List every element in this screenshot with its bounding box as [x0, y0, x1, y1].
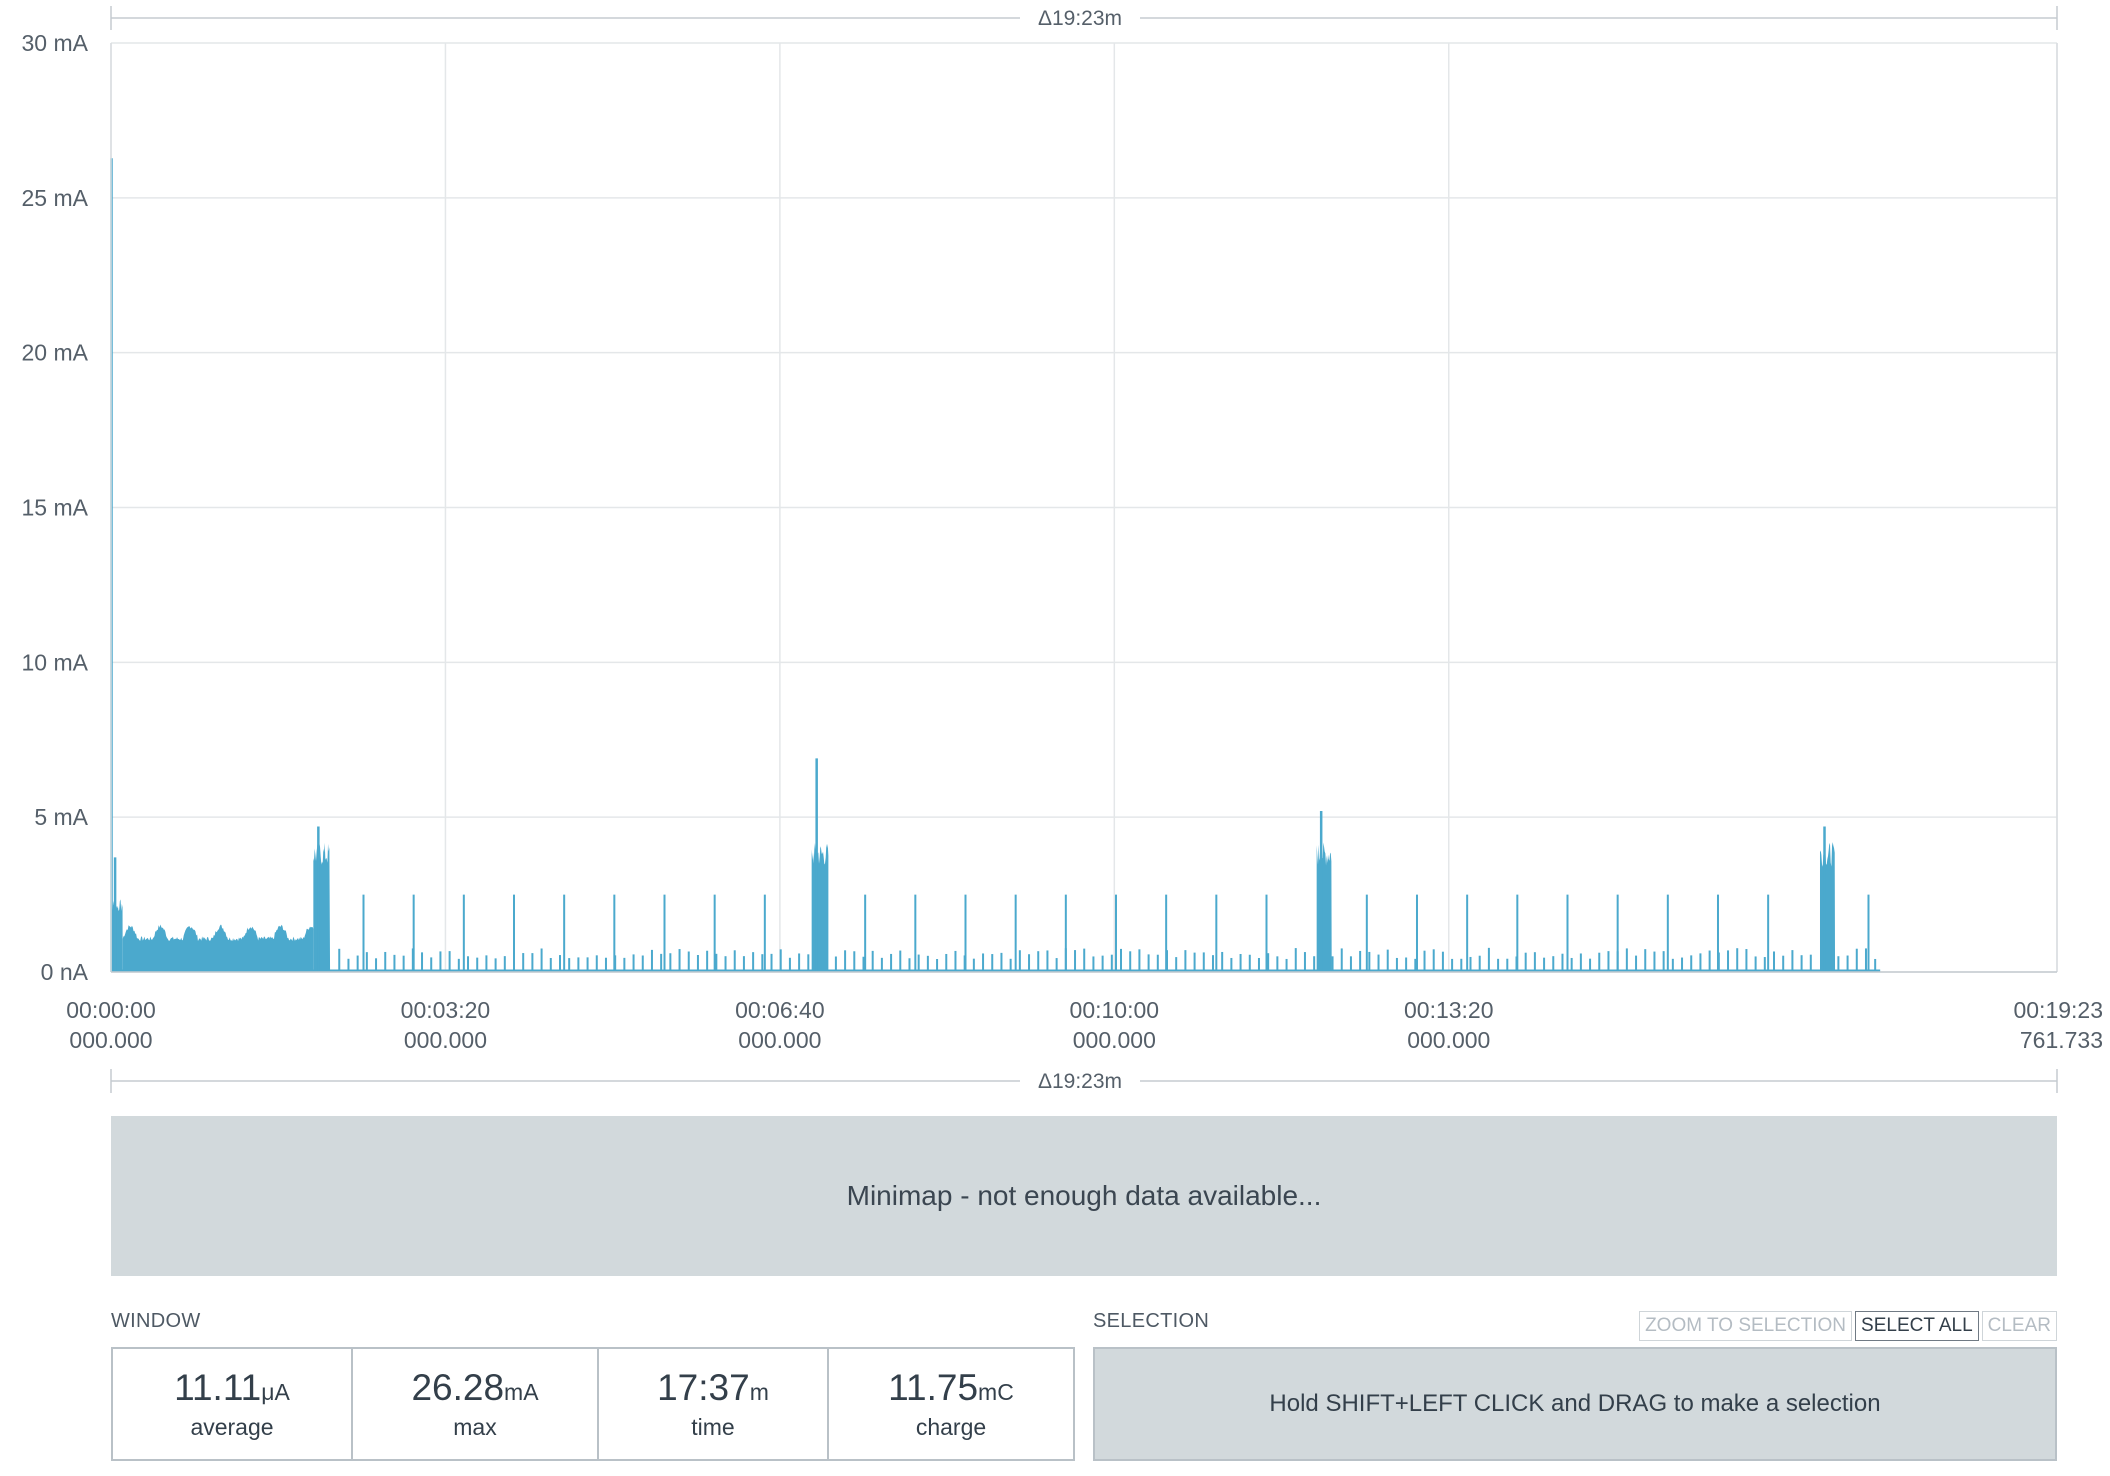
- chart-axes: 0 nA 5 mA 10 mA 15 mA 20 mA 25 mA 30 mA 00:00:0…: [22, 6, 2103, 1093]
- stat-time-label: time: [691, 1413, 735, 1440]
- y-tick-label: 30 mA: [22, 30, 89, 56]
- stat-max: 26.28mA max: [353, 1349, 599, 1459]
- y-tick-label: 5 mA: [34, 804, 88, 830]
- burst-region: [1316, 842, 1332, 972]
- stat-average: 11.11μA average: [113, 1349, 353, 1459]
- y-tick-label: 15 mA: [22, 495, 89, 521]
- stat-max-value: 26.28mA: [411, 1367, 539, 1409]
- selection-hint: Hold SHIFT+LEFT CLICK and DRAG to make a…: [1269, 1390, 1881, 1417]
- x-tick-time: 00:06:40: [735, 997, 825, 1023]
- x-tick-ms: 000.000: [738, 1027, 821, 1053]
- burst-region: [111, 898, 123, 972]
- x-tick-ms: 000.000: [1073, 1027, 1156, 1053]
- delta-label: Δ19:23m: [1038, 1070, 1122, 1093]
- selection-label: SELECTION: [1093, 1310, 1210, 1332]
- current-trace: [110, 158, 1881, 972]
- burst-region: [1819, 842, 1836, 972]
- delta-label: Δ19:23m: [1038, 7, 1122, 30]
- y-tick-label: 10 mA: [22, 649, 89, 675]
- x-tick-time: 00:10:00: [1070, 997, 1160, 1023]
- x-tick-ms: 761.733: [2020, 1027, 2103, 1053]
- stat-time-value: 17:37m: [657, 1367, 769, 1409]
- stat-charge-value: 11.75mC: [888, 1367, 1014, 1409]
- x-tick-ms: 000.000: [69, 1027, 152, 1053]
- stat-charge-label: charge: [915, 1413, 987, 1440]
- zoom-to-selection-button[interactable]: ZOOM TO SELECTION: [1639, 1311, 1853, 1341]
- y-tick-label: 20 mA: [22, 340, 89, 366]
- x-tick-ms: 000.000: [404, 1027, 487, 1053]
- window-stats: 11.11μA average 26.28mA max 17:37m time …: [111, 1347, 1075, 1461]
- selection-area[interactable]: Hold SHIFT+LEFT CLICK and DRAG to make a…: [1093, 1347, 2057, 1461]
- x-tick-time: 00:03:20: [401, 997, 491, 1023]
- chart-grid: [110, 42, 2058, 973]
- stat-charge: 11.75mC charge: [829, 1349, 1073, 1459]
- x-tick-time: 00:00:00: [66, 997, 156, 1023]
- minimap-message: Minimap - not enough data available...: [846, 1180, 1322, 1211]
- burst-region: [811, 842, 829, 972]
- x-tick-ms: 000.000: [1407, 1027, 1490, 1053]
- y-tick-label: 25 mA: [22, 185, 89, 211]
- stat-average-label: average: [190, 1413, 274, 1440]
- minimap[interactable]: Minimap - not enough data available...: [111, 1116, 2057, 1276]
- stat-average-value: 11.11μA: [174, 1367, 290, 1409]
- idle-band: [122, 924, 314, 972]
- stat-max-label: max: [453, 1413, 497, 1440]
- stat-time: 17:37m time: [599, 1349, 829, 1459]
- current-chart[interactable]: 0 nA 5 mA 10 mA 15 mA 20 mA 25 mA 30 mA 00:00:0…: [0, 0, 2110, 1100]
- window-label: WINDOW: [111, 1310, 201, 1332]
- x-tick-time: 00:13:20: [1404, 997, 1494, 1023]
- y-tick-label: 0 nA: [41, 959, 89, 985]
- clear-button[interactable]: CLEAR: [1981, 1311, 2057, 1341]
- selection-buttons: ZOOM TO SELECTION SELECT ALL CLEAR: [1636, 1311, 2057, 1341]
- select-all-button[interactable]: SELECT ALL: [1855, 1311, 1979, 1341]
- x-tick-time: 00:19:23: [2013, 997, 2103, 1023]
- burst-region: [313, 842, 331, 972]
